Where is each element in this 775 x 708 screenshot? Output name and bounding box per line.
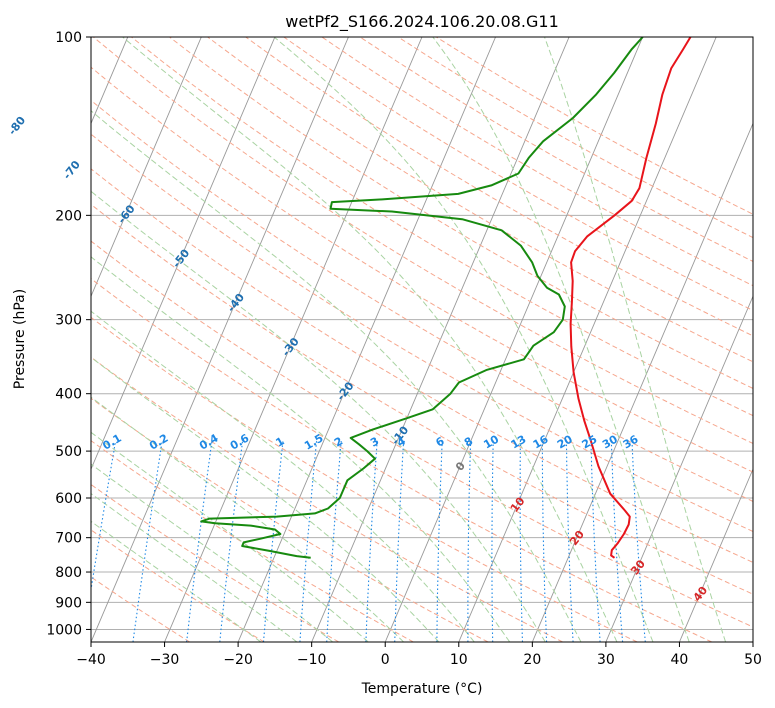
x-tick-label: 10 [450, 652, 468, 668]
dry-adiabat-line [207, 37, 753, 363]
y-tick-label: 900 [55, 595, 82, 611]
mixing-ratio-line [262, 440, 284, 642]
dry-adiabat-line [91, 529, 265, 642]
x-tick-label: 40 [671, 652, 689, 668]
mixing-ratio-line [590, 440, 601, 642]
dry-adiabat-line [91, 356, 563, 642]
x-tick-label: 0 [381, 652, 390, 668]
mixing-ratio-line [219, 440, 244, 642]
isotherm-line [605, 295, 753, 642]
isotherm-line [164, 37, 423, 642]
mixing-ratio-line [365, 440, 378, 642]
y-tick-label: 400 [55, 387, 82, 403]
mixing-ratio-line [491, 440, 494, 642]
temperature-line [569, 37, 692, 559]
isotherm-line [531, 122, 753, 642]
plot-background [91, 37, 753, 642]
dry-adiabat-line [91, 99, 753, 502]
y-axis-ticks: 1000 900 800 700 600 500 400 300 200 100 [46, 30, 91, 638]
dry-adiabat-line [131, 37, 753, 417]
x-tick-label: −20 [223, 652, 253, 668]
chart-title: wetPf2_S166.2024.106.20.08.G11 [285, 12, 559, 32]
mixing-ratio-line [541, 440, 548, 642]
dry-adiabat-line [91, 168, 753, 563]
isotherm-line [237, 37, 496, 642]
moist-adiabat-line [91, 310, 475, 642]
dry-adiabat-line [91, 133, 753, 533]
mixing-ratio-lines [91, 440, 646, 642]
x-axis-ticks: −40 −30 −20 −10 0 10 20 30 40 50 [76, 642, 762, 668]
isotherm-line [91, 37, 202, 298]
sounding-series [200, 37, 692, 559]
mixing-ratio-line [299, 440, 318, 642]
isotherm-line [384, 37, 644, 642]
mixing-ratio-line [436, 440, 443, 642]
dry-adiabat-line [91, 316, 638, 642]
x-tick-label: −30 [150, 652, 180, 668]
moist-adiabat-line [91, 356, 440, 642]
y-tick-label: 800 [55, 565, 82, 581]
mixing-ratio-line [326, 440, 342, 642]
y-tick-label: 200 [55, 208, 82, 224]
isotherm-line [752, 640, 753, 642]
x-tick-label: −40 [76, 652, 106, 668]
moist-adiabat-line [91, 396, 404, 642]
plot-frame [90, 36, 754, 643]
mixing-ratio-line [132, 440, 163, 642]
dry-adiabats [91, 37, 753, 642]
x-axis-label: Temperature (°C) [361, 681, 483, 697]
y-tick-label: 700 [55, 531, 82, 547]
dry-adiabat-line [91, 240, 753, 628]
moist-adiabat-line [273, 37, 654, 642]
mixing-ratio-line [565, 440, 574, 642]
mixing-ratio-line [186, 440, 213, 642]
dry-adiabat-line [91, 203, 753, 595]
moist-adiabat-line [91, 110, 582, 642]
mixing-ratio-line [467, 440, 472, 642]
isotherm-line [458, 37, 717, 642]
mixing-ratio-line [631, 440, 646, 642]
dry-adiabat-line [91, 397, 489, 642]
y-tick-label: 600 [55, 491, 82, 507]
dry-adiabat-line [91, 278, 713, 642]
isotherm-line [91, 37, 276, 471]
isotherm-line [679, 467, 753, 642]
y-tick-label: 1000 [46, 622, 82, 638]
x-tick-label: 30 [597, 652, 615, 668]
mixing-ratio-line [394, 440, 405, 642]
dry-adiabat-line [91, 483, 340, 642]
dewpoint-line [200, 37, 644, 559]
mixing-ratio-line [519, 440, 524, 642]
dry-adiabat-line [91, 440, 414, 642]
moist-adiabats [91, 37, 727, 642]
isotherm-line [91, 37, 349, 642]
y-axis-label: Pressure (hPa) [12, 289, 28, 389]
x-tick-label: 50 [744, 652, 762, 668]
y-tick-label: 500 [55, 444, 82, 460]
x-tick-label: 20 [523, 652, 541, 668]
isotherm-label: -70 [60, 158, 83, 182]
isotherm-label: -80 [6, 114, 29, 138]
y-tick-label: 300 [55, 313, 82, 329]
moist-adiabat-line [91, 190, 546, 642]
plot-border [90, 36, 754, 643]
moist-adiabat-line [91, 463, 334, 642]
y-tick-label: 100 [55, 30, 82, 46]
x-tick-label: −10 [297, 652, 327, 668]
dry-adiabat-line [169, 37, 753, 389]
mixing-ratio-line [610, 440, 624, 642]
moist-adiabat-line [91, 256, 511, 642]
moist-adiabat-line [91, 431, 369, 642]
moist-adiabat-line [122, 37, 618, 642]
moist-adiabat-line [91, 520, 262, 642]
mixing-ratio-line [91, 440, 117, 594]
moist-adiabat-line [432, 37, 690, 642]
